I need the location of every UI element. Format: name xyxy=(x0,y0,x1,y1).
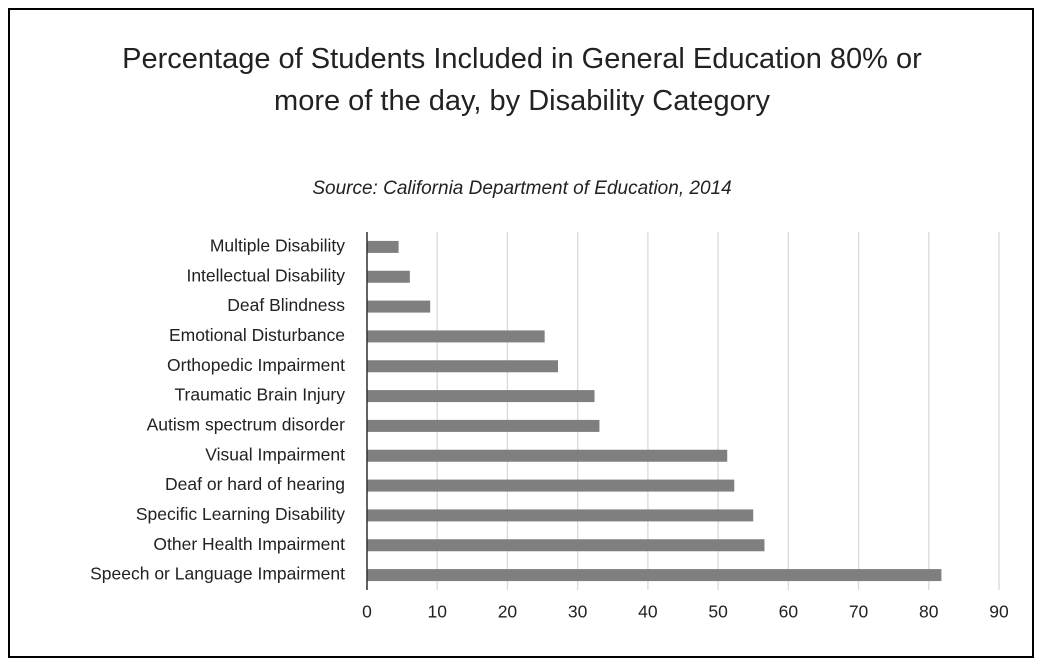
y-tick-label: Emotional Disturbance xyxy=(169,325,345,345)
y-tick-label: Traumatic Brain Injury xyxy=(174,385,345,405)
page: {"chart_data": {"type": "bar", "orientat… xyxy=(8,8,1034,658)
y-tick-label: Visual Impairment xyxy=(205,444,345,464)
y-tick-label: Autism spectrum disorder xyxy=(147,415,346,435)
x-tick-label: 60 xyxy=(779,602,799,622)
x-tick-label: 70 xyxy=(849,602,869,622)
chart: 0 10 20 30 40 50 60 70 80 90 Multiple Disability In… xyxy=(90,232,1009,622)
chart-subtitle: Source: California Department of Educati… xyxy=(312,178,732,199)
bar xyxy=(367,360,559,373)
bar xyxy=(367,419,600,432)
x-tick-label: 10 xyxy=(427,602,447,622)
bar xyxy=(367,330,545,343)
x-tick-label: 80 xyxy=(919,602,939,622)
x-tick-label: 30 xyxy=(568,602,588,622)
bar xyxy=(367,539,765,552)
y-tick-label: Orthopedic Impairment xyxy=(167,355,345,375)
y-tick-label: Intellectual Disability xyxy=(186,265,345,285)
x-tick-label: 0 xyxy=(362,602,372,622)
bar xyxy=(367,390,595,403)
y-tick-label: Specific Learning Disability xyxy=(136,504,345,524)
y-tick-label: Multiple Disability xyxy=(210,236,345,256)
bar xyxy=(367,300,431,313)
bar xyxy=(367,479,735,492)
bar xyxy=(367,509,754,522)
bar xyxy=(367,569,942,582)
x-tick-label: 20 xyxy=(498,602,518,622)
x-tick-label: 50 xyxy=(708,602,728,622)
x-tick-label: 90 xyxy=(989,602,1009,622)
y-tick-label: Speech or Language Impairment xyxy=(90,564,345,584)
y-tick-label: Deaf Blindness xyxy=(227,295,345,315)
bar xyxy=(367,270,410,283)
bar xyxy=(367,240,399,253)
chart-title: Percentage of Students Included in Gener… xyxy=(122,43,922,117)
bar xyxy=(367,449,728,462)
y-tick-label: Other Health Impairment xyxy=(153,534,345,554)
x-tick-label: 40 xyxy=(638,602,658,622)
y-tick-label: Deaf or hard of hearing xyxy=(165,474,345,494)
